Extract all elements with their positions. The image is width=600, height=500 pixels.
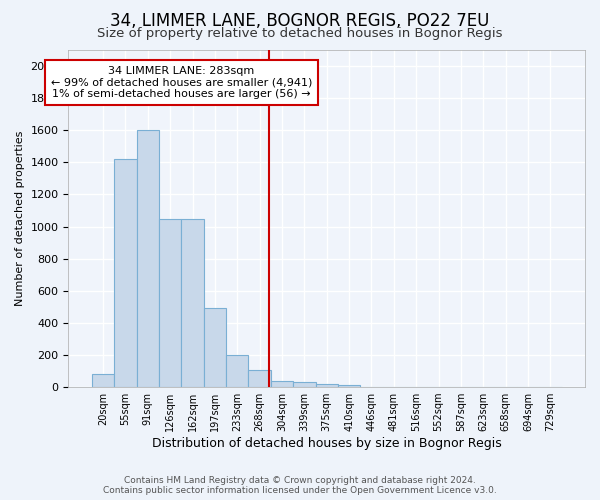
Bar — [338, 384, 360, 387]
Bar — [271, 380, 293, 387]
Bar — [114, 159, 137, 387]
Bar — [226, 355, 248, 387]
Bar — [159, 218, 181, 387]
Text: 34, LIMMER LANE, BOGNOR REGIS, PO22 7EU: 34, LIMMER LANE, BOGNOR REGIS, PO22 7EU — [110, 12, 490, 30]
Text: Contains HM Land Registry data © Crown copyright and database right 2024.
Contai: Contains HM Land Registry data © Crown c… — [103, 476, 497, 495]
Text: Size of property relative to detached houses in Bognor Regis: Size of property relative to detached ho… — [97, 28, 503, 40]
Bar — [248, 370, 271, 387]
Bar — [137, 130, 159, 387]
X-axis label: Distribution of detached houses by size in Bognor Regis: Distribution of detached houses by size … — [152, 437, 502, 450]
Y-axis label: Number of detached properties: Number of detached properties — [15, 131, 25, 306]
Text: 34 LIMMER LANE: 283sqm
← 99% of detached houses are smaller (4,941)
1% of semi-d: 34 LIMMER LANE: 283sqm ← 99% of detached… — [50, 66, 312, 100]
Bar — [204, 308, 226, 387]
Bar — [181, 218, 204, 387]
Bar — [92, 374, 114, 387]
Bar — [293, 382, 316, 387]
Bar — [316, 384, 338, 387]
